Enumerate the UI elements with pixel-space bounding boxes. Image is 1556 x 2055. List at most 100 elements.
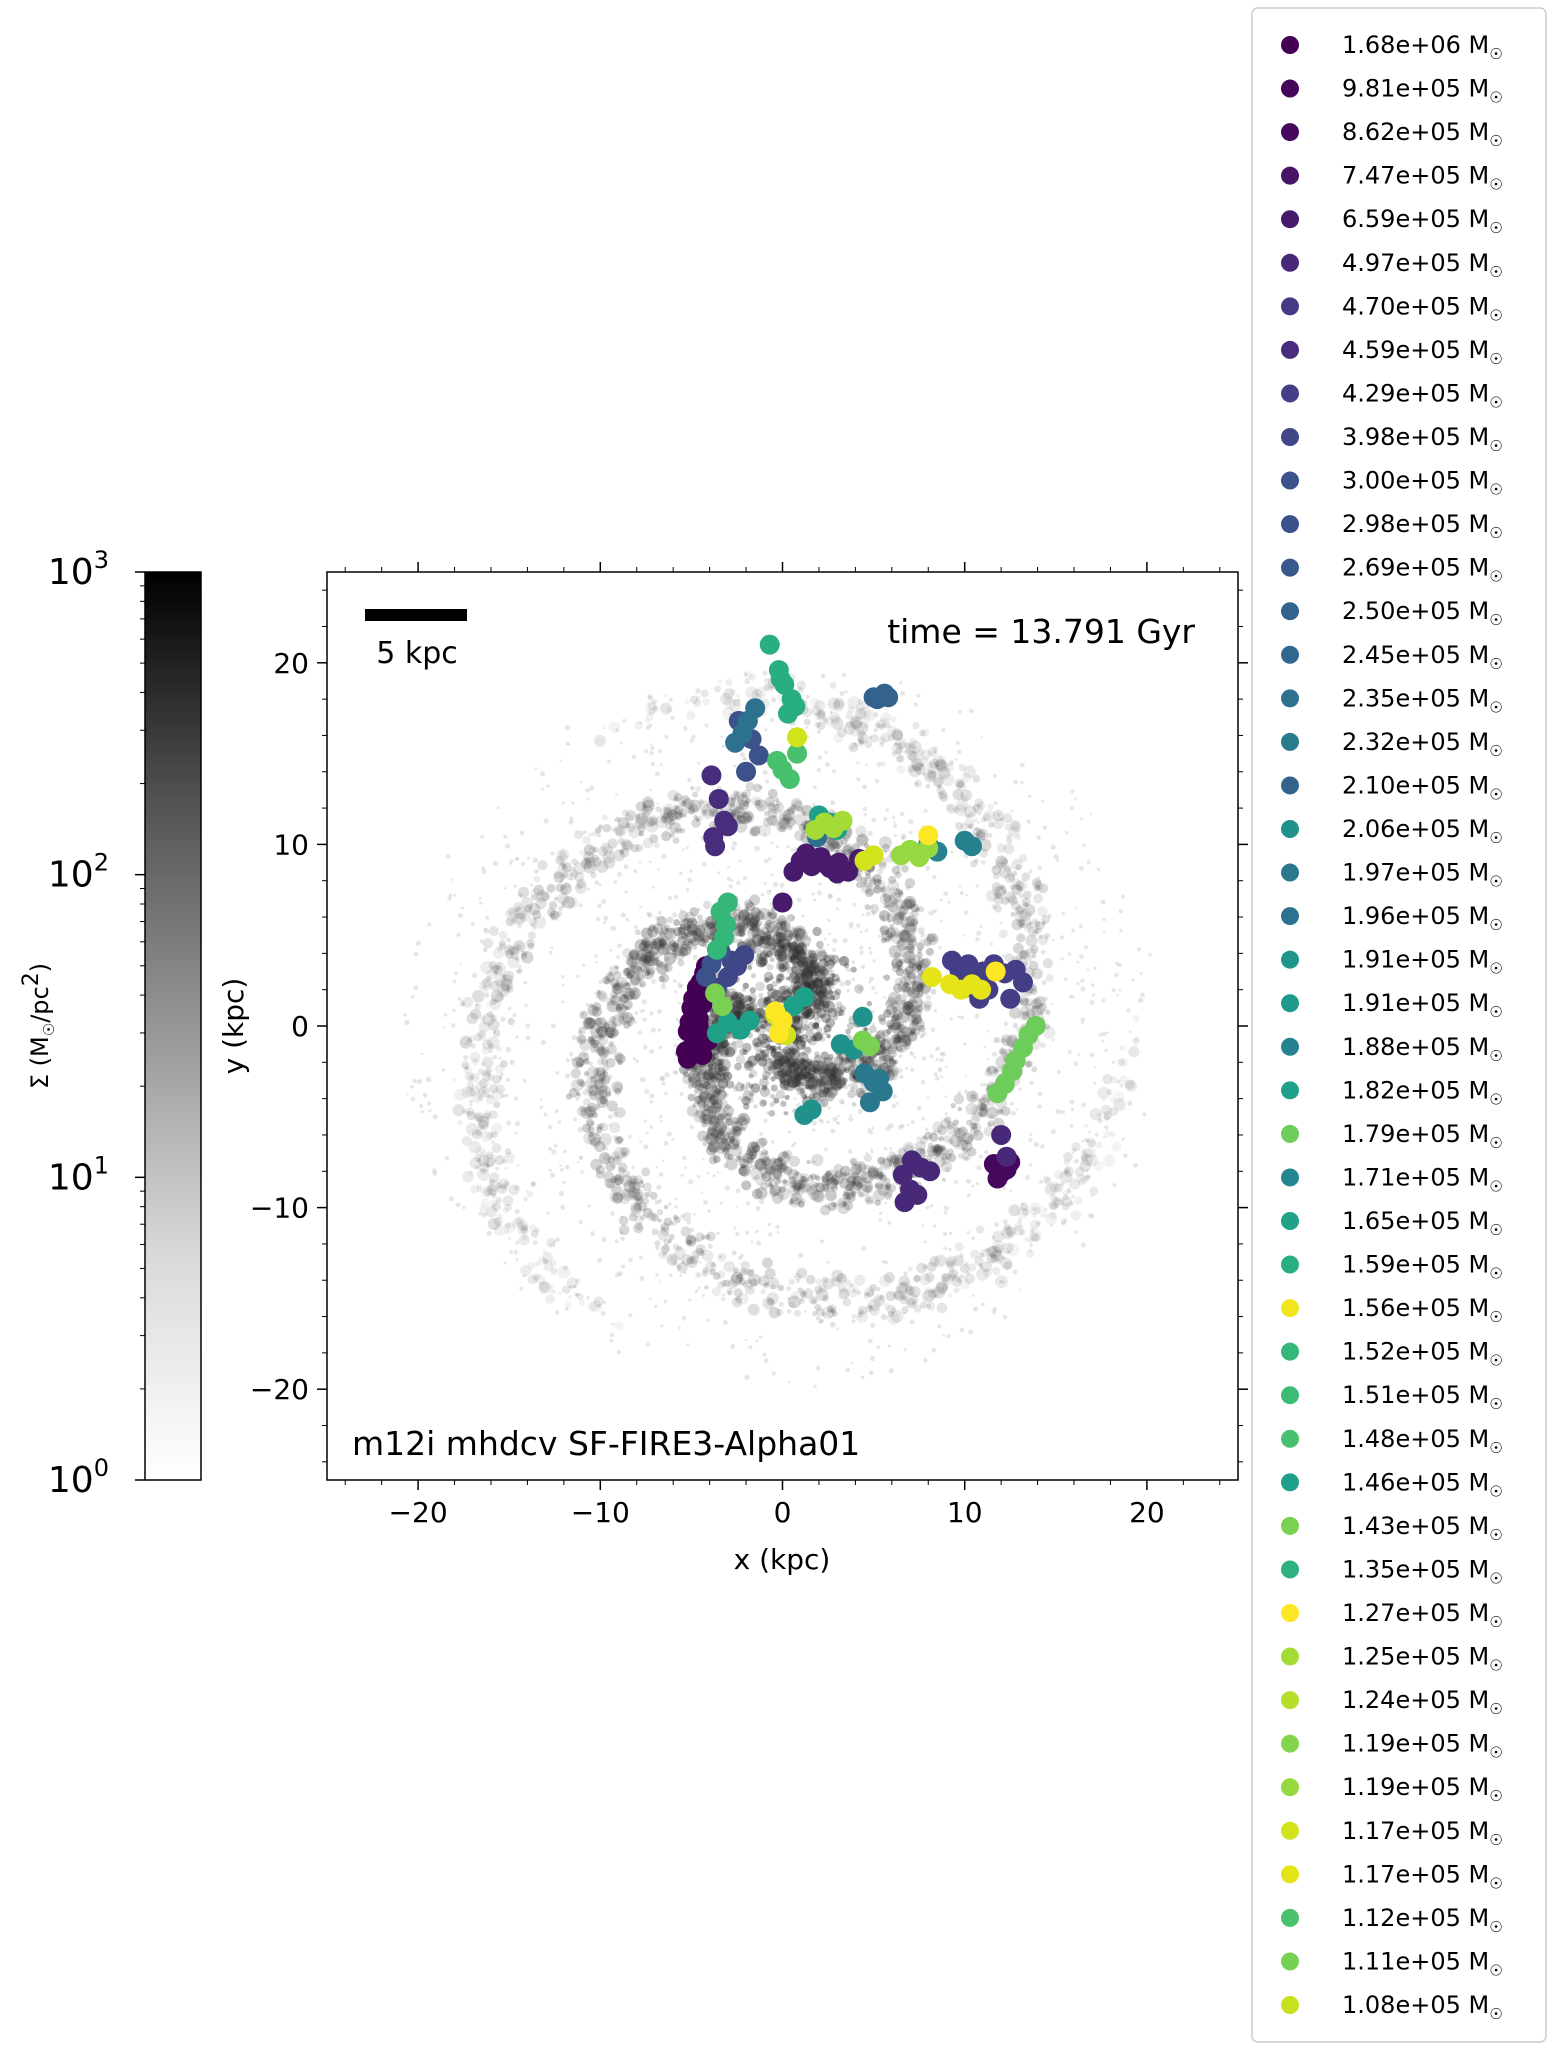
gas-arm-clump xyxy=(667,917,674,924)
gas-arm-clump xyxy=(690,786,694,790)
gas-arm-clump xyxy=(664,1205,668,1209)
gas-arm-clump xyxy=(891,728,903,740)
gas-arm-clump xyxy=(935,1282,947,1294)
gas-halo-speck xyxy=(1082,843,1086,847)
gas-halo-speck xyxy=(839,981,844,986)
gas-halo-speck xyxy=(825,762,830,767)
gas-halo-speck xyxy=(975,1014,980,1019)
gas-arm-clump xyxy=(769,1307,780,1318)
gas-halo-speck xyxy=(968,1329,973,1334)
gas-arm-clump xyxy=(738,929,746,937)
gas-halo-speck xyxy=(960,891,964,895)
gas-core-clump xyxy=(805,1084,810,1089)
gas-arm-clump xyxy=(642,938,651,947)
gas-halo-speck xyxy=(659,1199,663,1203)
gas-arm-clump xyxy=(615,1107,626,1118)
gas-arm-clump xyxy=(799,1299,804,1304)
gas-halo-speck xyxy=(659,1115,663,1119)
gas-arm-clump xyxy=(602,1065,609,1072)
gas-arm-clump xyxy=(862,1177,867,1182)
gas-halo-speck xyxy=(959,1327,964,1332)
gas-halo-speck xyxy=(560,1205,565,1210)
gas-arm-clump xyxy=(966,1091,978,1103)
gas-arm-clump xyxy=(652,958,660,966)
gas-halo-speck xyxy=(1052,939,1055,942)
gas-arm-clump xyxy=(462,1171,474,1183)
gas-halo-speck xyxy=(585,788,590,793)
gas-arm-clump xyxy=(911,758,923,770)
gas-halo-speck xyxy=(549,951,553,955)
gas-halo-speck xyxy=(907,1123,910,1126)
gas-halo-speck xyxy=(824,751,827,754)
gas-arm-clump xyxy=(931,989,937,995)
gas-arm-clump xyxy=(658,976,664,982)
gas-halo-speck xyxy=(1122,1138,1125,1141)
gas-arm-clump xyxy=(1089,1187,1098,1196)
gas-halo-speck xyxy=(900,691,905,696)
gas-arm-clump xyxy=(680,828,685,833)
gas-arm-clump xyxy=(756,1138,767,1149)
gas-arm-clump xyxy=(508,1185,519,1196)
gas-halo-speck xyxy=(559,759,562,762)
gas-arm-clump xyxy=(903,750,907,754)
gas-halo-speck xyxy=(651,762,655,766)
gas-arm-clump xyxy=(800,1082,804,1086)
gas-arm-clump xyxy=(594,1079,604,1089)
gas-halo-speck xyxy=(568,819,573,824)
gas-halo-speck xyxy=(981,736,983,738)
gas-arm-clump xyxy=(748,1304,760,1316)
gas-arm-clump xyxy=(526,939,535,948)
gas-arm-clump xyxy=(974,858,979,863)
gas-arm-clump xyxy=(897,940,905,948)
gas-halo-speck xyxy=(1088,1130,1091,1133)
gas-halo-speck xyxy=(646,1132,649,1135)
colorbar-tick-label: 102 xyxy=(48,849,109,896)
gas-halo-speck xyxy=(577,1161,580,1164)
gas-arm-clump xyxy=(779,818,791,830)
gas-arm-clump xyxy=(1040,1212,1046,1218)
gas-arm-clump xyxy=(582,1124,591,1133)
gas-halo-speck xyxy=(755,1230,758,1233)
gas-arm-clump xyxy=(642,1197,649,1204)
gas-halo-speck xyxy=(736,1188,741,1193)
gas-halo-speck xyxy=(832,938,837,943)
gas-halo-speck xyxy=(805,726,808,729)
gas-arm-clump xyxy=(822,1069,826,1073)
gas-arm-clump xyxy=(994,896,1003,905)
gas-arm-clump xyxy=(694,1089,699,1094)
gas-arm-clump xyxy=(576,1092,580,1096)
gas-halo-speck xyxy=(1050,845,1055,850)
gas-halo-speck xyxy=(625,890,628,893)
gas-arm-clump xyxy=(693,946,697,950)
gas-arm-clump xyxy=(1030,1220,1040,1230)
gas-arm-clump xyxy=(1097,1113,1101,1117)
gas-halo-speck xyxy=(643,1045,648,1050)
gas-halo-speck xyxy=(793,1097,796,1100)
gas-halo-speck xyxy=(837,1114,840,1117)
gas-halo-speck xyxy=(479,897,482,900)
gas-halo-speck xyxy=(530,883,533,886)
gas-arm-clump xyxy=(1071,1142,1080,1151)
gas-arm-clump xyxy=(881,1048,890,1057)
gas-arm-clump xyxy=(864,710,876,722)
gas-halo-speck xyxy=(956,741,960,745)
gas-halo-speck xyxy=(677,982,680,985)
gas-halo-speck xyxy=(555,1310,559,1314)
gas-halo-speck xyxy=(929,910,934,915)
gas-arm-clump xyxy=(641,1167,650,1176)
gas-halo-speck xyxy=(797,897,802,902)
gas-arm-clump xyxy=(453,1104,465,1116)
gas-halo-speck xyxy=(917,1106,922,1111)
gas-halo-speck xyxy=(888,1344,891,1347)
gas-arm-clump xyxy=(835,1170,843,1178)
gas-halo-speck xyxy=(879,1212,882,1215)
gas-arm-clump xyxy=(870,904,879,913)
gas-arm-clump xyxy=(736,1274,743,1281)
gas-arm-clump xyxy=(887,914,892,919)
gas-halo-speck xyxy=(899,681,902,684)
gas-halo-speck xyxy=(503,835,507,839)
gas-arm-clump xyxy=(735,791,745,801)
gas-halo-speck xyxy=(513,884,516,887)
gas-arm-clump xyxy=(877,868,883,874)
